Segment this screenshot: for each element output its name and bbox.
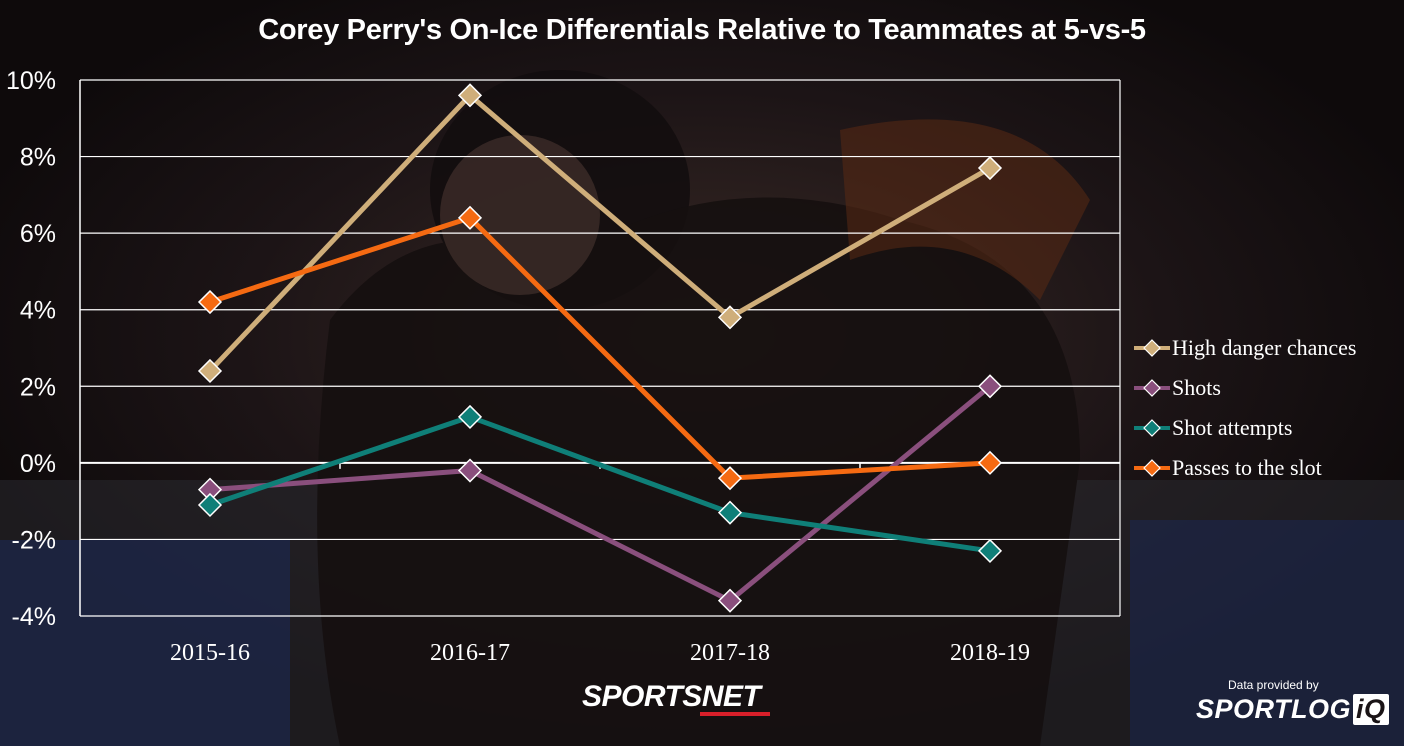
data-point-marker <box>197 358 223 384</box>
legend-swatch <box>1134 379 1170 397</box>
axes <box>79 80 1121 616</box>
sportlogiq-logo-iq: iQ <box>1353 694 1389 725</box>
x-tick-label: 2017-18 <box>690 640 770 666</box>
data-point-marker <box>717 500 743 525</box>
legend-label: Passes to the slot <box>1172 455 1322 480</box>
y-tick-label: 4% <box>20 297 56 325</box>
data-point-marker <box>977 155 1003 181</box>
data-point-marker <box>457 404 483 429</box>
gridlines <box>80 79 1120 617</box>
series-line-3 <box>209 215 991 481</box>
legend-item: Shot attempts <box>1134 408 1356 448</box>
legend-swatch <box>1134 459 1170 477</box>
y-tick-label: 0% <box>20 450 56 478</box>
x-tick-label: 2018-19 <box>950 640 1030 666</box>
legend-swatch <box>1134 419 1170 437</box>
legend-label: Shots <box>1172 375 1221 400</box>
data-point-marker <box>457 205 483 230</box>
data-point-marker <box>977 538 1003 563</box>
x-tick-label: 2016-17 <box>430 640 510 666</box>
sportlogiq-logo: SPORTLOG iQ <box>1196 694 1389 725</box>
legend-item: Shots <box>1134 368 1356 408</box>
series-markers <box>197 83 1003 613</box>
series-line-2 <box>209 414 991 554</box>
sportsnet-logo-swoosh <box>700 712 770 716</box>
legend-item: High danger chances <box>1134 328 1356 368</box>
data-point-marker <box>197 289 223 315</box>
legend-swatch <box>1134 339 1170 357</box>
data-point-marker <box>197 492 223 518</box>
sportlogiq-logo-text: SPORTLOG <box>1196 694 1352 724</box>
data-point-marker <box>977 450 1003 475</box>
tick-labels: 10% 8% 6% 4% 2% 0% -2% -4% 2015-16 2016-17 2017-18… <box>6 67 1030 666</box>
legend-item: Passes to the slot <box>1134 448 1356 488</box>
y-tick-label: 10% <box>6 67 56 95</box>
chart-legend: High danger chances Shots Shot attempts Pas… <box>1134 328 1356 488</box>
data-point-marker <box>457 458 483 483</box>
data-point-marker <box>717 588 743 613</box>
data-point-marker <box>717 305 743 330</box>
data-point-marker <box>457 83 483 108</box>
data-point-marker <box>977 374 1003 399</box>
legend-label: High danger chances <box>1172 335 1357 360</box>
legend-label: Shot attempts <box>1172 415 1293 440</box>
series-line-0 <box>208 92 992 373</box>
data-point-marker <box>717 466 743 491</box>
credit-line: Data provided by <box>1228 678 1319 692</box>
y-tick-label: -2% <box>12 526 56 554</box>
chart-title: Corey Perry's On-Ice Differentials Relat… <box>258 14 1146 46</box>
series-lines <box>208 92 992 604</box>
series-line-1 <box>209 384 992 604</box>
y-tick-label: 8% <box>20 144 56 172</box>
y-tick-label: 6% <box>20 220 56 248</box>
y-tick-label: 2% <box>20 373 56 401</box>
y-tick-label: -4% <box>12 603 56 631</box>
x-tick-label: 2015-16 <box>170 640 250 666</box>
sportsnet-logo: SPORTSNET <box>582 680 761 713</box>
